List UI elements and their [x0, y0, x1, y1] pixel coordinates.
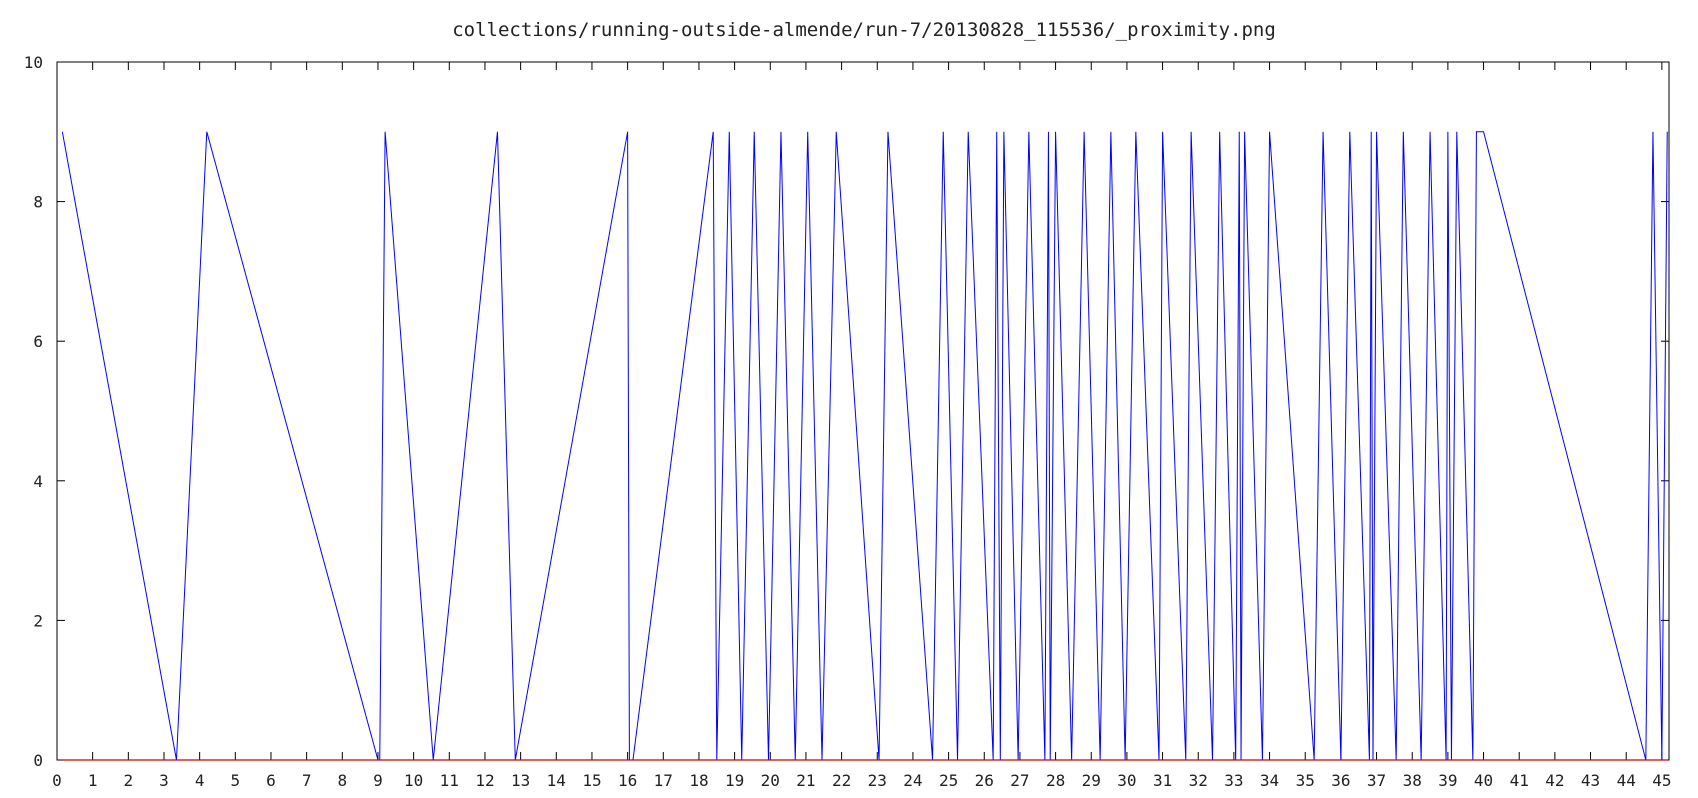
x-tick-label: 17: [654, 771, 673, 790]
x-tick-label: 33: [1224, 771, 1243, 790]
y-tick-label: 2: [33, 611, 43, 630]
chart-title: collections/running-outside-almende/run-…: [452, 19, 1276, 41]
x-tick-label: 0: [52, 771, 62, 790]
x-tick-label: 30: [1117, 771, 1136, 790]
x-tick-label: 11: [440, 771, 459, 790]
x-tick-label: 8: [337, 771, 347, 790]
x-tick-label: 36: [1331, 771, 1350, 790]
x-tick-label: 23: [868, 771, 887, 790]
x-tick-label: 43: [1581, 771, 1600, 790]
x-tick-label: 9: [373, 771, 383, 790]
x-tick-label: 13: [511, 771, 530, 790]
x-tick-label: 19: [725, 771, 744, 790]
series-line-1: [61, 131, 1668, 761]
x-tick-label: 27: [1010, 771, 1029, 790]
x-tick-label: 34: [1260, 771, 1279, 790]
x-tick-label: 1: [88, 771, 98, 790]
x-tick-label: 14: [547, 771, 566, 790]
x-tick-label: 10: [404, 771, 423, 790]
y-tick-label: 10: [24, 53, 43, 72]
x-tick-label: 24: [903, 771, 922, 790]
y-tick-label: 0: [33, 751, 43, 770]
x-tick-label: 18: [689, 771, 708, 790]
x-tick-label: 12: [475, 771, 494, 790]
x-tick-label: 42: [1545, 771, 1564, 790]
x-tick-label: 2: [124, 771, 134, 790]
x-tick-label: 31: [1153, 771, 1172, 790]
x-tick-label: 39: [1438, 771, 1457, 790]
series-layer: [61, 131, 1668, 761]
x-tick-label: 21: [796, 771, 815, 790]
x-tick-label: 6: [266, 771, 276, 790]
x-tick-label: 44: [1617, 771, 1636, 790]
x-tick-label: 32: [1189, 771, 1208, 790]
x-tick-label: 38: [1403, 771, 1422, 790]
x-tick-label: 25: [939, 771, 958, 790]
tick-marks: [56, 61, 1669, 761]
x-tick-label: 3: [159, 771, 169, 790]
x-tick-label: 5: [230, 771, 240, 790]
y-tick-label: 8: [33, 193, 43, 212]
x-tick-label: 7: [302, 771, 312, 790]
tick-labels: 0 1 2 3 4 5 6 7 8 9 10 11 12 13 14 15 16 17 18 19 20 21 22 23 24…: [24, 53, 1672, 790]
x-tick-label: 29: [1082, 771, 1101, 790]
x-tick-label: 41: [1510, 771, 1529, 790]
x-tick-label: 22: [832, 771, 851, 790]
x-tick-label: 16: [618, 771, 637, 790]
x-tick-label: 28: [1046, 771, 1065, 790]
x-tick-label: 45: [1652, 771, 1671, 790]
x-tick-label: 40: [1474, 771, 1493, 790]
x-tick-label: 15: [582, 771, 601, 790]
x-tick-label: 35: [1296, 771, 1315, 790]
x-tick-label: 26: [975, 771, 994, 790]
x-tick-label: 4: [195, 771, 205, 790]
y-tick-label: 6: [33, 332, 43, 351]
x-tick-label: 20: [761, 771, 780, 790]
y-tick-label: 4: [33, 472, 43, 491]
x-tick-label: 37: [1367, 771, 1386, 790]
